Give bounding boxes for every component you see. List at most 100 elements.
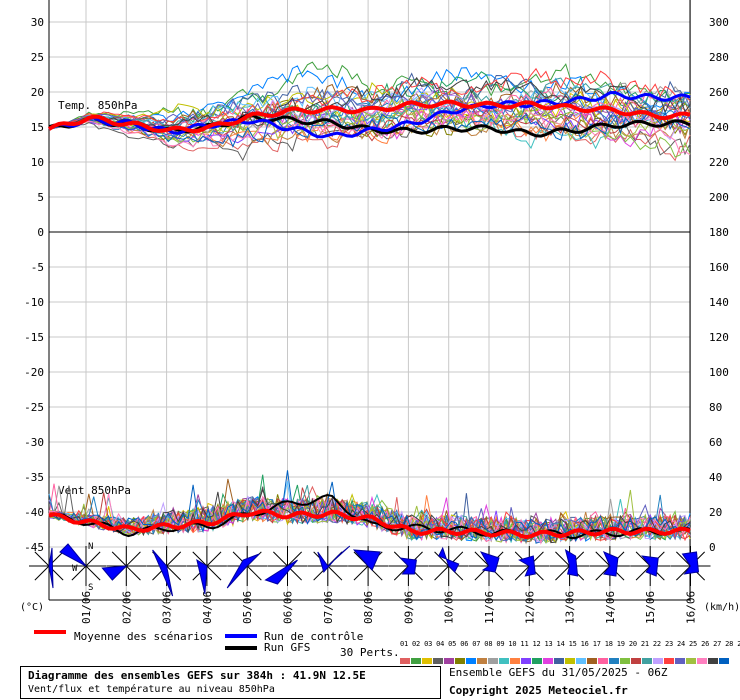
y-tick-left-temp: 5 [37,191,44,204]
y-tick-right-wind: 120 [709,331,729,344]
wind-panel-label: Vent 850hPa [58,484,131,497]
wind-rose [589,546,630,586]
y-tick-right-wind: 20 [709,506,722,519]
legend-pert-swatch [708,658,718,664]
wind-rose [630,546,671,586]
wind-rose [509,546,550,586]
wind-rose-fill [518,555,536,577]
legend-pert-swatch [576,658,586,664]
x-tick-label: 07/06 [322,591,335,624]
right-unit-label: (km/h) [704,602,740,613]
wind-rose [146,546,187,597]
wind-rose-spoke [125,565,141,581]
wind-rose-spoke [555,565,570,581]
y-tick-right-wind: 80 [709,401,722,414]
footer-copyright: Copyright 2025 Meteociel.fr [449,684,628,697]
x-tick-label: 09/06 [402,591,415,624]
wind-rose [226,546,268,589]
wind-rose [264,546,308,586]
legend-pert-swatch [686,658,696,664]
compass-south: S [88,583,93,593]
footer-desc: Vent/flux et température au niveau 850hP… [28,684,275,695]
wind-rose-spoke [555,551,570,567]
temp-mean-line [47,99,691,134]
legend-pert-swatch [642,658,652,664]
x-tick-label: 04/06 [201,591,214,624]
wind-rose-spoke [474,551,490,567]
x-tick-label: 12/06 [523,591,536,624]
wind-rose-fill [317,545,351,574]
wind-rose-fill [438,546,460,573]
wind-rose-spoke [327,565,343,581]
legend-pert-swatch [554,658,564,664]
x-tick-label: 15/06 [644,591,657,624]
temp-control-run-line [48,90,691,139]
y-tick-left-wind: -15 [24,331,44,344]
legend-pert-swatch [433,658,443,664]
wind-rose-spoke [246,565,262,581]
legend-pert-swatch [532,658,542,664]
wind-rose [670,546,711,586]
y-tick-right-wind: 40 [709,471,722,484]
y-tick-right-temp: 300 [709,16,729,29]
x-tick-label: 08/06 [362,591,375,624]
legend-pert-swatch [477,658,487,664]
footer-title: Diagramme des ensembles GEFS sur 384h : … [28,669,366,682]
x-tick-label: 13/06 [564,591,577,624]
y-tick-left-wind: -25 [24,401,44,414]
x-tick-label: 14/06 [604,591,617,624]
y-tick-left-wind: -20 [24,366,44,379]
wind-rose [388,546,429,586]
legend-pert-swatch [598,658,608,664]
y-tick-left-wind: -30 [24,436,44,449]
wind-rose-spoke [71,565,87,581]
legend-pert-swatch [719,658,729,664]
wind-rose [59,543,106,586]
x-tick-label: 16/06 [685,591,698,624]
wind-rose-spoke [206,551,222,567]
wind-rose-fill [641,555,659,577]
y-tick-left-wind: -10 [24,296,44,309]
wind-mean-line [48,508,691,540]
legend-pert-swatch [543,658,553,664]
y-tick-left-temp: 15 [31,121,44,134]
y-tick-left-wind: -45 [24,541,44,554]
legend-pert-swatch [411,658,421,664]
wind-rose-spoke [85,551,101,567]
wind-rose-spoke [125,551,141,567]
x-tick-label: 02/06 [120,591,133,624]
wind-rose-fill [681,551,700,575]
wind-rose-spoke [676,551,691,567]
legend-pert-swatch [565,658,575,664]
footer-run: Ensemble GEFS du 31/05/2025 - 06Z [449,666,668,679]
legend-pert-swatch [400,658,410,664]
y-tick-right-temp: 200 [709,191,729,204]
x-tick-label: 11/06 [483,591,496,624]
legend-pert-swatch [499,658,509,664]
y-tick-left-temp: 20 [31,86,44,99]
legend-pert-numbers: 01 02 03 04 05 06 07 08 09 10 11 12 13 1… [400,640,740,648]
legend-pert-swatch [620,658,630,664]
legend-pert-swatch [444,658,454,664]
legend-pert-swatch [697,658,707,664]
wind-rose-spoke [595,551,611,567]
y-tick-right-temp: 180 [709,226,729,239]
legend-pert-swatch [609,658,619,664]
temp-member-line [48,85,691,132]
legend-perts-label: 30 Perts. [340,646,400,659]
wind-rose-spoke [166,551,182,567]
wind-rose-spoke [353,565,369,581]
wind-rose-fill [48,547,54,589]
legend-mean-swatch [34,630,66,634]
wind-rose-spoke [514,565,530,581]
legend-pert-swatches [400,649,730,664]
temp-member-line [48,98,691,144]
x-tick-label: 05/06 [241,591,254,624]
temp-member-line [48,81,691,130]
legend-pert-swatch [422,658,432,664]
y-tick-right-wind: 140 [709,296,729,309]
y-tick-right-temp: 220 [709,156,729,169]
wind-rose-spoke [192,551,208,567]
y-tick-right-wind: 0 [709,541,716,554]
